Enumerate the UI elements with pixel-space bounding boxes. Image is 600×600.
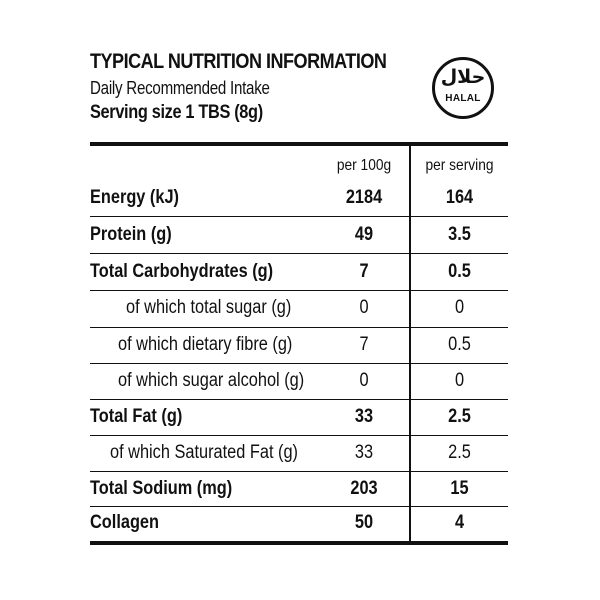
row-value-per-serving: 15 [450,478,469,499]
row-value-per-100g: 33 [354,406,374,427]
row-label: Collagen [90,512,160,533]
row-label: Total Carbohydrates (g) [90,261,274,282]
row-divider [90,435,508,436]
row-divider [90,290,508,291]
table-row: of which dietary fibre (g) 7 0.5 [90,327,508,363]
row-divider [90,216,508,217]
row-label: of which dietary fibre (g) [118,334,293,355]
row-label: of which Saturated Fat (g) [110,442,299,463]
row-value-per-serving: 2.5 [448,442,471,463]
row-value-per-serving: 0 [454,370,465,391]
row-value-per-serving: 164 [445,187,474,208]
row-value-per-serving: 2.5 [448,406,471,427]
panel-subtitle: Daily Recommended Intake [90,78,270,98]
table-row: of which total sugar (g) 0 0 [90,290,508,326]
serving-size: Serving size 1 TBS (8g) [90,102,263,123]
row-value-per-100g: 49 [354,224,374,245]
halal-badge-icon: حلال HALAL [432,57,494,119]
nutrition-panel: TYPICAL NUTRITION INFORMATION Daily Reco… [90,50,508,545]
row-label: Total Sodium (mg) [90,478,233,499]
row-value-per-100g: 2184 [345,187,383,208]
table-row: Total Carbohydrates (g) 7 0.5 [90,254,508,290]
top-rule [90,142,508,146]
table-row: Energy (kJ) 2184 164 [90,180,508,216]
table-row: of which sugar alcohol (g) 0 0 [90,363,508,399]
row-divider [90,327,508,328]
row-value-per-100g: 33 [354,442,374,463]
table-row: of which Saturated Fat (g) 33 2.5 [90,435,508,471]
row-value-per-100g: 7 [359,261,369,282]
table-row: Total Sodium (mg) 203 15 [90,471,508,507]
halal-arabic-text: حلال [440,66,486,88]
row-value-per-serving: 0 [454,297,465,318]
table-row: Protein (g) 49 3.5 [90,217,508,253]
row-value-per-100g: 50 [354,512,374,533]
halal-latin-text: HALAL [445,93,481,104]
row-label: of which sugar alcohol (g) [118,370,305,391]
row-value-per-100g: 7 [359,334,369,355]
column-header-per-serving: per serving [425,157,494,174]
table-row: Collagen 50 4 [90,505,508,541]
row-label: of which total sugar (g) [126,297,292,318]
row-value-per-100g: 0 [359,370,369,391]
row-label: Total Fat (g) [90,406,183,427]
row-label: Protein (g) [90,224,172,245]
bottom-rule [90,541,508,545]
panel-title: TYPICAL NUTRITION INFORMATION [90,50,387,73]
row-divider [90,506,508,507]
row-value-per-100g: 203 [350,478,378,499]
row-value-per-serving: 0.5 [448,334,471,355]
table-row: Total Fat (g) 33 2.5 [90,399,508,435]
row-divider [90,253,508,254]
column-divider [409,144,411,541]
row-value-per-serving: 3.5 [448,224,471,245]
row-value-per-100g: 0 [359,297,369,318]
row-divider [90,471,508,472]
row-divider [90,399,508,400]
row-divider [90,363,508,364]
row-value-per-serving: 4 [454,512,465,533]
row-label: Energy (kJ) [90,187,179,208]
row-value-per-serving: 0.5 [448,261,471,282]
column-header-per-100g: per 100g [336,157,392,174]
